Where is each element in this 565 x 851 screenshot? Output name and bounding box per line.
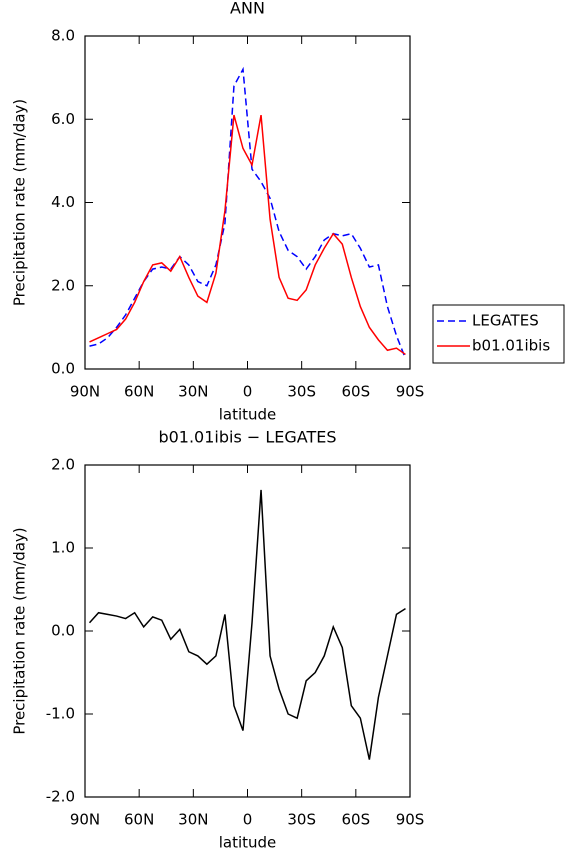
y-tick-label: 4.0 xyxy=(51,193,75,211)
x-tick-label: 0 xyxy=(243,383,253,401)
x-axis-label: latitude xyxy=(219,834,277,851)
data-line xyxy=(89,114,406,356)
y-tick-label: 1.0 xyxy=(51,539,75,557)
y-tick-label: 8.0 xyxy=(51,27,75,45)
data-line xyxy=(89,66,407,359)
x-tick-label: 90N xyxy=(70,383,100,401)
x-tick-label: 60S xyxy=(342,383,371,401)
x-tick-label: 30N xyxy=(178,383,208,401)
y-tick-label: 0.0 xyxy=(51,360,75,378)
x-tick-label: 30S xyxy=(287,383,316,401)
y-axis-label: Precipitation rate (mm/day) xyxy=(11,99,29,306)
legend-box xyxy=(432,304,565,364)
x-tick-label: 90S xyxy=(396,383,425,401)
x-tick-label: 60N xyxy=(124,811,154,829)
chart-title: ANN xyxy=(230,0,265,18)
x-tick-label: 60S xyxy=(342,811,371,829)
plot-frame xyxy=(84,35,411,370)
x-axis-label: latitude xyxy=(219,406,277,424)
plot-frame xyxy=(84,464,411,798)
y-tick-label: -1.0 xyxy=(46,705,75,723)
x-tick-label: 30N xyxy=(178,811,208,829)
x-tick-label: 90S xyxy=(396,811,425,829)
data-line xyxy=(88,489,406,760)
y-tick-label: 6.0 xyxy=(51,110,75,128)
y-tick-label: -2.0 xyxy=(46,788,75,806)
legend-label: LEGATES xyxy=(472,312,539,330)
y-axis-label: Precipitation rate (mm/day) xyxy=(11,527,29,734)
y-tick-label: 0.0 xyxy=(51,622,75,640)
y-tick-label: 2.0 xyxy=(51,276,75,294)
y-tick-label: 2.0 xyxy=(51,456,75,474)
legend-label: b01.01ibis xyxy=(472,337,550,355)
x-tick-label: 0 xyxy=(243,811,253,829)
x-tick-label: 60N xyxy=(124,383,154,401)
x-tick-label: 90N xyxy=(70,811,100,829)
chart-title: b01.01ibis − LEGATES xyxy=(158,428,336,447)
x-tick-label: 30S xyxy=(287,811,316,829)
